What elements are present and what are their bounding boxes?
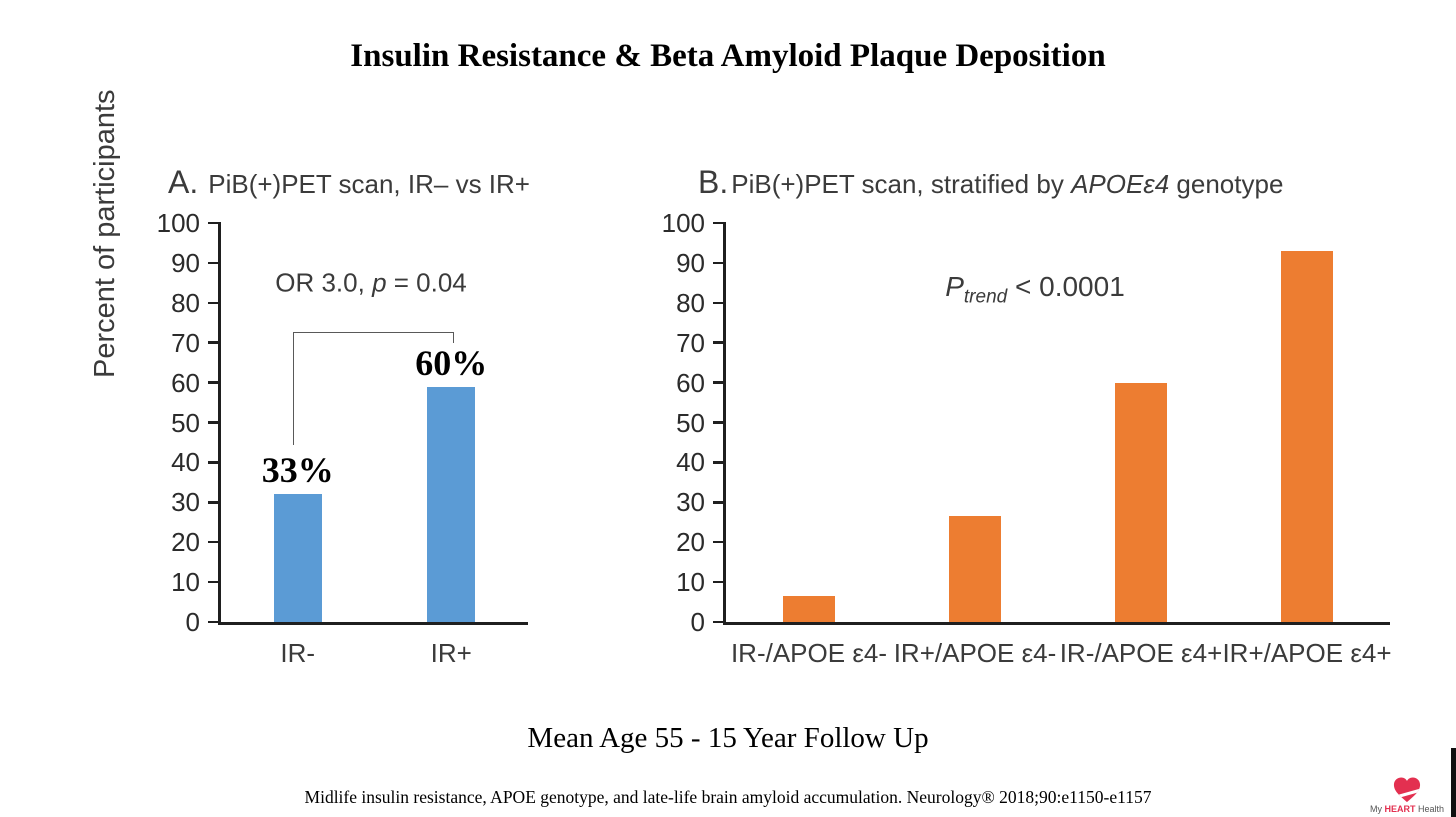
x-category-label: IR-/APOE ε4- bbox=[730, 638, 888, 668]
x-category-label: IR- bbox=[280, 638, 316, 668]
x-category-label: IR+/APOE ε4- bbox=[893, 638, 1057, 668]
y-tick-mark bbox=[208, 461, 221, 464]
y-tick-mark bbox=[713, 341, 726, 344]
bar-IR- bbox=[273, 494, 322, 622]
citation: Midlife insulin resistance, APOE genotyp… bbox=[304, 787, 1152, 807]
y-tick-mark bbox=[713, 261, 726, 265]
y-tick-label: 20 bbox=[171, 527, 200, 558]
y-tick-mark bbox=[208, 540, 221, 544]
y-tick-label: 100 bbox=[661, 208, 705, 238]
y-tick-mark bbox=[208, 421, 221, 424]
y-tick-label: 90 bbox=[676, 247, 705, 278]
bar-IR+/APOE ε4- bbox=[949, 516, 1001, 622]
panel-b-annotation: Ptrend < 0.0001 bbox=[945, 271, 1125, 308]
y-tick-label: 10 bbox=[171, 567, 200, 598]
y-tick-label: 80 bbox=[171, 287, 200, 318]
bar-IR+/APOE ε4+ bbox=[1281, 250, 1333, 622]
y-tick-label: 40 bbox=[676, 447, 705, 478]
y-tick-label: 60 bbox=[171, 367, 200, 398]
y-tick-label: 50 bbox=[171, 407, 200, 438]
y-tick-label: 60 bbox=[676, 367, 705, 398]
y-tick-mark bbox=[208, 501, 221, 504]
panel-b-plot: Ptrend < 0.0001 0 10 20 30 40 50 60 70 80 90 100 IR… bbox=[662, 210, 1392, 666]
y-tick-mark bbox=[713, 221, 726, 225]
x-category-label: IR-/APOE ε4+ bbox=[1059, 638, 1223, 668]
y-tick-label: 70 bbox=[676, 327, 705, 358]
screen-edge-strip bbox=[1451, 748, 1456, 817]
y-tick-label: 0 bbox=[185, 607, 200, 637]
y-tick-label: 50 bbox=[676, 407, 705, 438]
y-tick-mark bbox=[208, 620, 221, 624]
y-tick-mark bbox=[208, 381, 221, 384]
bar-value-label: 60% bbox=[415, 342, 488, 383]
y-tick-mark bbox=[713, 620, 726, 624]
x-category-label: IR+ bbox=[430, 638, 472, 668]
y-tick-mark bbox=[713, 580, 726, 584]
page-title: Insulin Resistance & Beta Amyloid Plaque… bbox=[350, 38, 1106, 74]
y-tick-label: 20 bbox=[676, 527, 705, 558]
y-tick-mark bbox=[713, 501, 726, 504]
y-tick-label: 80 bbox=[676, 287, 705, 318]
y-tick-mark bbox=[208, 261, 221, 265]
x-category-label: IR+/APOE ε4+ bbox=[1222, 638, 1392, 668]
panel-a-title: A. PiB(+)PET scan, IR– vs IR+ bbox=[168, 164, 530, 201]
panel-a-plot: OR 3.0, p = 0.04 0 10 20 30 40 50 60 70 80 90 100 I… bbox=[157, 210, 528, 666]
significance-bracket-tick bbox=[453, 332, 454, 343]
y-tick-label: 70 bbox=[171, 327, 200, 358]
bar-value-label: 33% bbox=[261, 450, 334, 491]
y-tick-label: 90 bbox=[171, 247, 200, 278]
y-tick-mark bbox=[713, 301, 726, 305]
y-tick-label: 30 bbox=[171, 487, 200, 518]
panel-b-title-text: PiB(+)PET scan, stratified by APOEε4 gen… bbox=[731, 169, 1284, 199]
y-tick-mark bbox=[713, 540, 726, 544]
significance-bracket bbox=[293, 332, 454, 445]
logo-text: My HEART Health bbox=[1369, 804, 1445, 814]
panel-b-title: B. PiB(+)PET scan, stratified by APOEε4 … bbox=[698, 164, 1283, 201]
y-tick-label: 100 bbox=[156, 208, 200, 238]
y-tick-mark bbox=[208, 301, 221, 305]
y-tick-label: 30 bbox=[676, 487, 705, 518]
panel-a-annotation: OR 3.0, p = 0.04 bbox=[275, 267, 467, 298]
y-tick-mark bbox=[713, 421, 726, 424]
panel-b-letter: B. bbox=[698, 164, 729, 200]
bar-IR-/APOE ε4- bbox=[783, 596, 835, 622]
study-subtitle: Mean Age 55 - 15 Year Follow Up bbox=[527, 722, 929, 754]
my-heart-health-logo: My HEART Health bbox=[1364, 776, 1450, 814]
y-tick-label: 40 bbox=[171, 447, 200, 478]
y-tick-mark bbox=[713, 381, 726, 384]
y-tick-label: 0 bbox=[690, 607, 705, 637]
y-tick-mark bbox=[713, 461, 726, 464]
panel-a-title-text: PiB(+)PET scan, IR– vs IR+ bbox=[208, 169, 530, 199]
y-tick-mark bbox=[208, 221, 221, 225]
bar-IR-/APOE ε4+ bbox=[1115, 382, 1167, 622]
heart-icon bbox=[1393, 777, 1421, 803]
y-tick-label: 10 bbox=[676, 567, 705, 598]
y-tick-mark bbox=[208, 341, 221, 344]
bar-IR+ bbox=[427, 386, 476, 622]
panel-a-letter: A. bbox=[168, 164, 199, 200]
y-tick-mark bbox=[208, 580, 221, 584]
